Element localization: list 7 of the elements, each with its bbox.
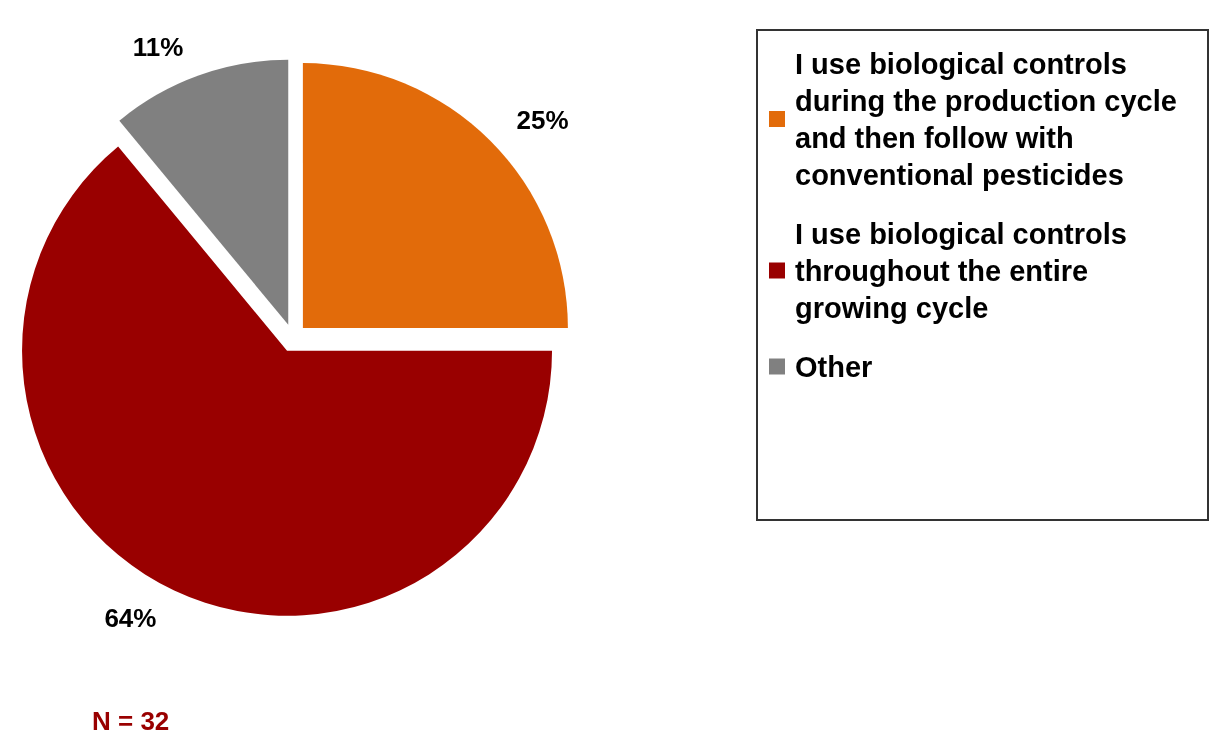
legend-label: Other (795, 350, 873, 383)
legend-label: I use biological controls during the production cycle and then follow with conventional pesticides (795, 47, 1185, 191)
data-label: 64% (104, 602, 157, 633)
text: N = 32 (92, 706, 170, 736)
legend-label: I use biological controls throughout the entire growing cycle (795, 217, 1135, 324)
data-label: 25% (516, 104, 569, 135)
data-label: 11% (132, 32, 184, 63)
